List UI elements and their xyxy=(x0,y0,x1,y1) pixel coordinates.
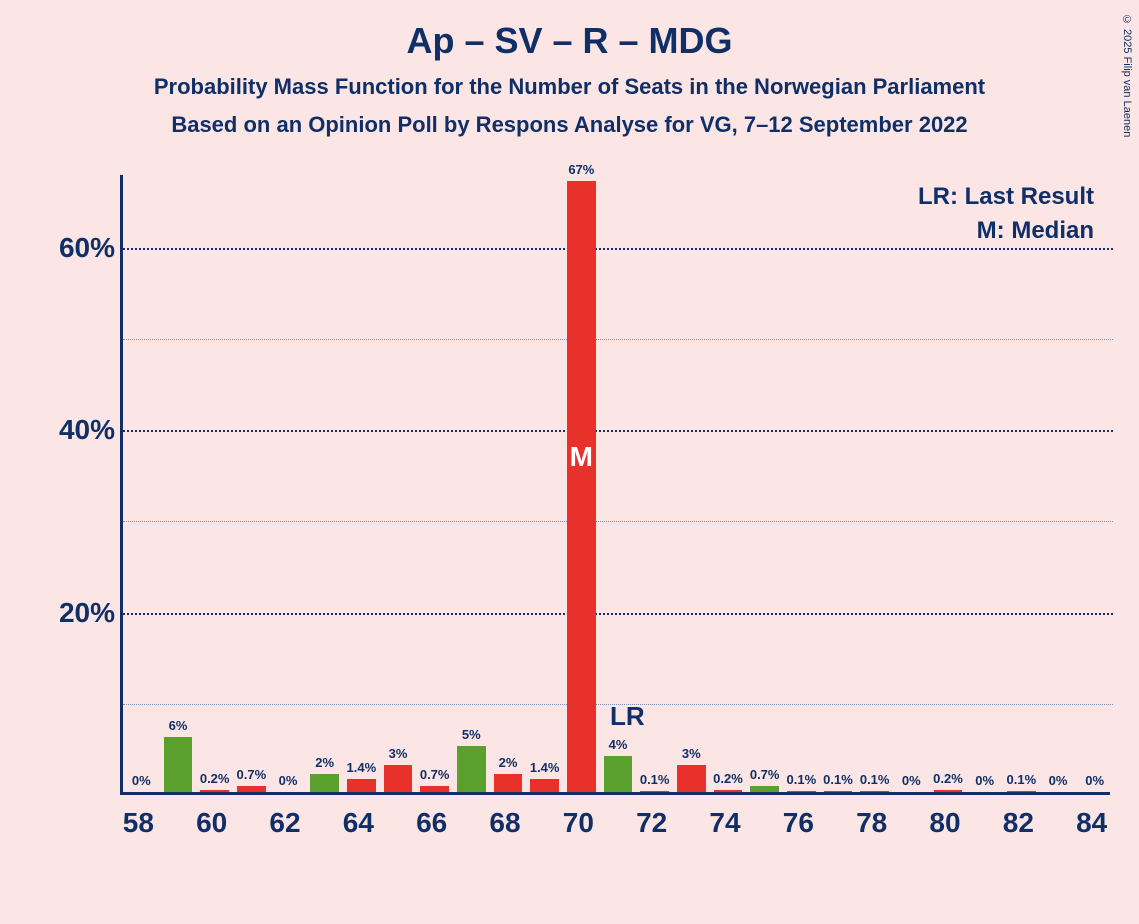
x-tick-label: 76 xyxy=(783,807,814,839)
y-tick-label: 40% xyxy=(15,414,115,446)
x-tick-label: 68 xyxy=(489,807,520,839)
bar-value-label: 0.7% xyxy=(420,767,450,782)
bar xyxy=(347,779,376,792)
bar-value-label: 2% xyxy=(315,755,334,770)
bar xyxy=(164,737,193,792)
bar xyxy=(604,756,633,792)
median-marker: M xyxy=(570,441,593,473)
y-tick-label: 20% xyxy=(15,597,115,629)
x-tick-label: 84 xyxy=(1076,807,1107,839)
chart-subtitle-1: Probability Mass Function for the Number… xyxy=(0,62,1139,100)
bar-value-label: 0.1% xyxy=(787,772,817,787)
x-tick-label: 62 xyxy=(269,807,300,839)
gridline-major xyxy=(123,430,1113,432)
bar xyxy=(824,791,853,792)
x-tick-label: 66 xyxy=(416,807,447,839)
gridline-major xyxy=(123,613,1113,615)
bar xyxy=(714,790,743,792)
bar-value-label: 0.1% xyxy=(860,772,890,787)
bar xyxy=(640,791,669,792)
bar xyxy=(310,774,339,792)
bar xyxy=(750,786,779,792)
bar-value-label: 0.2% xyxy=(933,771,963,786)
bar-value-label: 6% xyxy=(169,718,188,733)
bar-value-label: 67% xyxy=(568,162,594,177)
bar xyxy=(530,779,559,792)
gridline-minor xyxy=(123,521,1113,522)
bar xyxy=(494,774,523,792)
chart-area: 0%6%0.2%0.7%0%2%1.4%3%0.7%5%2%1.4%67%M4%… xyxy=(120,175,1120,835)
bar-value-label: 0.1% xyxy=(823,772,853,787)
bar-value-label: 0% xyxy=(132,773,151,788)
bar-value-label: 3% xyxy=(682,746,701,761)
bar-value-label: 0.1% xyxy=(640,772,670,787)
x-tick-label: 58 xyxy=(123,807,154,839)
bar-value-label: 1.4% xyxy=(347,760,377,775)
legend-m: M: Median xyxy=(918,217,1094,245)
gridline-minor xyxy=(123,339,1113,340)
bar-value-label: 0% xyxy=(1049,773,1068,788)
chart-title: Ap – SV – R – MDG xyxy=(0,0,1139,62)
bar-value-label: 4% xyxy=(609,737,628,752)
y-tick-label: 60% xyxy=(15,232,115,264)
lr-marker: LR xyxy=(610,701,645,732)
plot-region: 0%6%0.2%0.7%0%2%1.4%3%0.7%5%2%1.4%67%M4%… xyxy=(120,175,1110,795)
x-tick-label: 60 xyxy=(196,807,227,839)
bar-value-label: 0.2% xyxy=(200,771,230,786)
bar-value-label: 0.7% xyxy=(750,767,780,782)
bar-value-label: 0.1% xyxy=(1007,772,1037,787)
legend-lr: LR: Last Result xyxy=(918,183,1094,211)
x-tick-label: 74 xyxy=(709,807,740,839)
x-tick-label: 64 xyxy=(343,807,374,839)
bar xyxy=(420,786,449,792)
bar xyxy=(934,790,963,792)
bar xyxy=(787,791,816,792)
bar-value-label: 5% xyxy=(462,727,481,742)
x-tick-label: 78 xyxy=(856,807,887,839)
bar xyxy=(384,765,413,792)
bar-value-label: 3% xyxy=(389,746,408,761)
bar xyxy=(200,790,229,792)
bar-value-label: 0% xyxy=(279,773,298,788)
bar xyxy=(1007,791,1036,792)
x-tick-label: 70 xyxy=(563,807,594,839)
x-tick-label: 72 xyxy=(636,807,667,839)
bar xyxy=(237,786,266,792)
bar xyxy=(567,181,596,792)
bar-value-label: 0% xyxy=(975,773,994,788)
bar-value-label: 0.7% xyxy=(237,767,267,782)
bar xyxy=(860,791,889,792)
bar xyxy=(677,765,706,792)
bar-value-label: 2% xyxy=(499,755,518,770)
bar-value-label: 0% xyxy=(1085,773,1104,788)
x-tick-label: 80 xyxy=(929,807,960,839)
chart-subtitle-2: Based on an Opinion Poll by Respons Anal… xyxy=(0,100,1139,138)
bar-value-label: 0.2% xyxy=(713,771,743,786)
legend: LR: Last Result M: Median xyxy=(918,183,1094,251)
bar xyxy=(457,746,486,792)
copyright-text: © 2025 Filip van Laenen xyxy=(1121,14,1133,137)
x-tick-label: 82 xyxy=(1003,807,1034,839)
bar-value-label: 1.4% xyxy=(530,760,560,775)
bar-value-label: 0% xyxy=(902,773,921,788)
